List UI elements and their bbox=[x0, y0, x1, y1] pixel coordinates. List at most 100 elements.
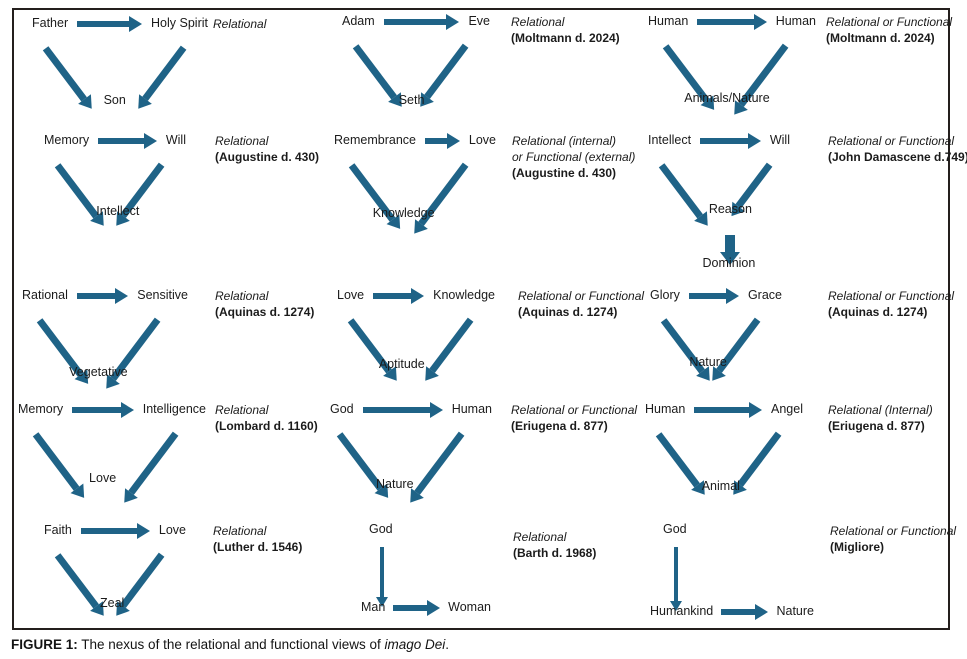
diagram-human-angel-animal: Human Angel Animal bbox=[645, 402, 803, 500]
node-label: Aptitude bbox=[378, 357, 425, 372]
caption-text: The nexus of the relational and function… bbox=[77, 637, 385, 652]
annotation-line: (Moltmann d. 2024) bbox=[511, 30, 620, 45]
node-label: Humankind bbox=[650, 604, 714, 619]
annotation: Relational (Augustine d. 430) bbox=[215, 134, 319, 166]
annotation-line: Relational bbox=[215, 289, 269, 303]
annotation-line: Relational or Functional bbox=[830, 524, 957, 538]
arrow-right-icon bbox=[700, 133, 761, 149]
diagram-memory-intelligence-love: Memory Intelligence Love bbox=[18, 402, 206, 508]
arrow-down-icon bbox=[669, 547, 683, 611]
arrow-down-left-icon bbox=[131, 43, 191, 114]
annotation: Relational or Functional (Aquinas d. 127… bbox=[828, 289, 954, 321]
annotation-line: (Augustine d. 430) bbox=[215, 149, 320, 164]
node-label: Grace bbox=[747, 288, 782, 303]
node-label: Love bbox=[468, 133, 496, 148]
annotation-line: Relational bbox=[215, 134, 269, 148]
arrow-right-icon bbox=[80, 523, 150, 539]
annotation-line: Relational bbox=[511, 15, 565, 29]
diagram-top-row: Remembrance Love bbox=[334, 133, 496, 149]
node-label: Love bbox=[158, 523, 186, 538]
annotation-line: Relational or Functional bbox=[826, 15, 953, 29]
node-label: Man bbox=[361, 600, 386, 615]
arrow-down-icon bbox=[375, 547, 389, 607]
node-label: Knowledge bbox=[372, 206, 435, 221]
annotation: Relational or Functional (Migliore) bbox=[830, 524, 956, 556]
node-label: Remembrance bbox=[334, 133, 416, 148]
annotation: Relational (Barth d. 1968) bbox=[513, 530, 596, 562]
node-label: Woman bbox=[448, 600, 491, 615]
node-label: Father bbox=[32, 16, 69, 31]
node-label: Rational bbox=[22, 288, 68, 303]
annotation: Relational or Functional (John Damascene… bbox=[828, 134, 967, 166]
node-label: Nature bbox=[776, 604, 814, 619]
diagram-faith-love-zeal: Faith Love Zeal bbox=[44, 523, 186, 621]
node-label: Reason bbox=[708, 202, 752, 216]
arrow-down-right-icon bbox=[40, 43, 99, 114]
annotation-line: (Moltmann d. 2024) bbox=[826, 30, 935, 45]
arrow-right-icon bbox=[694, 402, 763, 418]
annotation-line: (Aquinas d. 1274) bbox=[215, 304, 315, 319]
node-label: Nature bbox=[689, 355, 727, 370]
arrow-right-icon bbox=[688, 288, 739, 304]
node-label: Vegetative bbox=[69, 365, 128, 380]
annotation-line: (Eriugena d. 877) bbox=[828, 418, 925, 433]
annotation: Relational (Moltmann d. 2024) bbox=[511, 15, 620, 47]
arrow-right-icon bbox=[76, 288, 129, 304]
node-label: Will bbox=[165, 133, 186, 148]
diagram-top-row: Human Angel bbox=[645, 402, 803, 418]
diagram-top-row: Human Human bbox=[648, 14, 816, 30]
annotation: Relational bbox=[213, 17, 266, 33]
diagram-top-row: Rational Sensitive bbox=[22, 288, 188, 304]
annotation-line: (John Damascene d.749) bbox=[828, 149, 967, 164]
diagram-top-row: Love Knowledge bbox=[337, 288, 495, 304]
diagram-top-row: Memory Intelligence bbox=[18, 402, 206, 418]
annotation-line: Relational or Functional bbox=[828, 289, 955, 303]
diagram-top-row: Faith Love bbox=[44, 523, 186, 539]
diagram-bottom-row: Humankind Nature bbox=[650, 604, 814, 620]
arrow-right-icon bbox=[72, 402, 134, 418]
diagram-top-row: Intellect Will bbox=[648, 133, 790, 149]
annotation: Relational (Internal) (Eriugena d. 877) bbox=[828, 403, 933, 435]
node-label: Memory bbox=[44, 133, 90, 148]
diagram-top-row: Glory Grace bbox=[650, 288, 782, 304]
arrow-right-icon bbox=[98, 133, 157, 149]
node-label: Knowledge bbox=[433, 288, 495, 303]
node-label: Love bbox=[337, 288, 365, 303]
arrow-right-icon bbox=[383, 14, 460, 30]
diagram-top-row: Memory Will bbox=[44, 133, 186, 149]
arrow-down-right-icon bbox=[656, 160, 715, 231]
caption-label: FIGURE 1: bbox=[11, 637, 78, 652]
arrow-right-icon bbox=[393, 600, 441, 616]
node-label: God bbox=[369, 522, 393, 536]
node-label: Sensitive bbox=[137, 288, 188, 303]
annotation-line: Relational or Functional bbox=[518, 289, 645, 303]
diagram-adam-eve-seth: Adam Eve Seth bbox=[342, 14, 490, 112]
annotation-line: (Aquinas d. 1274) bbox=[518, 304, 618, 319]
arrow-right-icon bbox=[721, 604, 769, 620]
node-label: Holy Spirit bbox=[151, 16, 208, 31]
annotation-line: Relational (Internal) bbox=[828, 403, 933, 417]
annotation-line: Relational bbox=[513, 530, 567, 544]
annotation-line: Relational or Functional bbox=[511, 403, 638, 417]
node-label: Faith bbox=[44, 523, 72, 538]
diagram-intellect-will-reason-dominion: Intellect Will Reason Dominion bbox=[648, 133, 790, 275]
annotation-line: Relational bbox=[215, 403, 269, 417]
diagram-bottom-row: Man Woman bbox=[355, 600, 491, 616]
annotation-line: (Barth d. 1968) bbox=[513, 545, 597, 560]
node-label: Human bbox=[451, 402, 492, 417]
annotation-line: (Migliore) bbox=[830, 539, 884, 554]
annotation: Relational (Lombard d. 1160) bbox=[215, 403, 318, 435]
node-label: God bbox=[330, 402, 354, 417]
annotation: Relational or Functional (Moltmann d. 20… bbox=[826, 15, 952, 47]
arrow-right-icon bbox=[697, 14, 767, 30]
node-label: Intelligence bbox=[142, 402, 206, 417]
node-label: Nature bbox=[376, 477, 414, 492]
diagram-memory-will-intellect: Memory Will Intellect bbox=[44, 133, 186, 231]
node-label: Adam bbox=[342, 14, 375, 29]
node-label: Seth bbox=[398, 93, 425, 108]
node-label: Animals/Nature bbox=[684, 91, 770, 106]
node-label: Dominion bbox=[702, 256, 756, 270]
annotation-line: (Lombard d. 1160) bbox=[215, 418, 318, 433]
diagram-trinity: Father Holy Spirit Son bbox=[32, 16, 208, 114]
arrow-right-icon bbox=[362, 402, 443, 418]
